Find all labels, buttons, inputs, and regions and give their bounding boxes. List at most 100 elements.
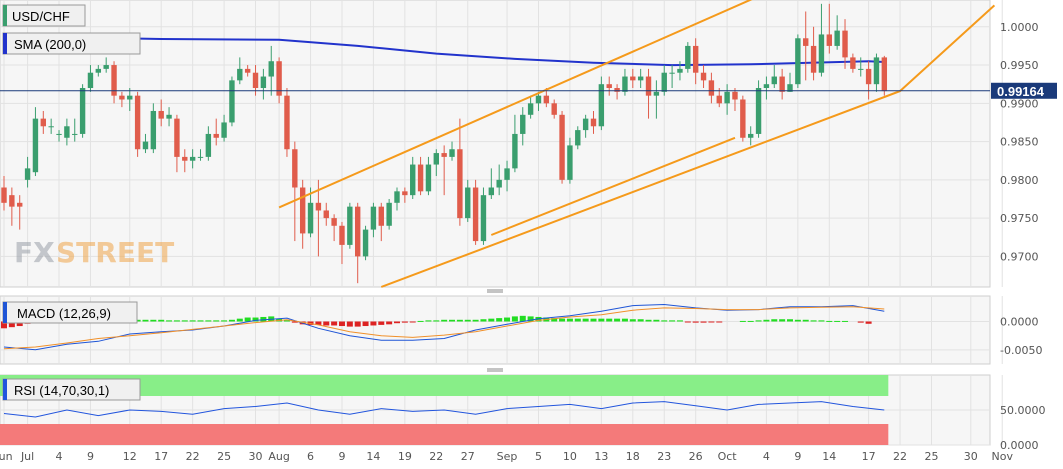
candle-body bbox=[614, 88, 620, 92]
macd-hist-bar bbox=[173, 320, 180, 322]
candle-body bbox=[229, 80, 235, 123]
rsi-overbought-zone bbox=[0, 375, 889, 396]
panel-resize-handle-1[interactable] bbox=[487, 289, 503, 293]
macd-hist-bar bbox=[480, 319, 487, 322]
macd-hist-bar bbox=[771, 319, 778, 322]
macd-hist-bar bbox=[1, 321, 7, 329]
candle-body bbox=[410, 164, 416, 196]
macd-hist-bar bbox=[504, 317, 511, 322]
channel-inner-line bbox=[490, 136, 736, 236]
macd-hist-bar bbox=[221, 320, 228, 322]
candle-body bbox=[637, 76, 644, 81]
macd-hist-bar bbox=[857, 321, 864, 323]
macd-hist-bar bbox=[519, 315, 526, 322]
sma-label: SMA (200,0) bbox=[14, 37, 86, 52]
candle-body bbox=[527, 103, 534, 115]
macd-hist-bar bbox=[150, 319, 157, 322]
panel-resize-handle-2[interactable] bbox=[487, 368, 503, 372]
macd-hist-bar bbox=[236, 318, 243, 322]
macd-hist-bar bbox=[818, 320, 825, 322]
macd-hist-bar bbox=[378, 321, 385, 325]
current-price-tag bbox=[991, 82, 1057, 99]
macd-hist-bar bbox=[755, 320, 762, 322]
candle-body bbox=[504, 168, 510, 180]
macd-hist-bar bbox=[574, 318, 581, 322]
candle-body bbox=[669, 72, 675, 74]
y-tick-label: 0.9850 bbox=[1000, 136, 1039, 149]
candle-body bbox=[158, 110, 164, 119]
macd-hist-bar bbox=[511, 316, 518, 322]
macd-hist-bar bbox=[582, 318, 589, 322]
candle-body bbox=[417, 164, 424, 192]
macd-hist-bar bbox=[16, 321, 23, 327]
macd-hist-bar bbox=[244, 317, 251, 322]
macd-hist-bar bbox=[826, 320, 833, 322]
macd-hist-bar bbox=[260, 316, 267, 322]
candle-body bbox=[433, 153, 439, 165]
candle-body bbox=[292, 149, 298, 188]
indicator-lines bbox=[3, 35, 885, 418]
macd-hist-bar bbox=[197, 320, 204, 322]
candle-body bbox=[378, 206, 384, 226]
candle-body bbox=[17, 202, 23, 207]
candle-body bbox=[692, 45, 699, 73]
candle-body bbox=[119, 95, 125, 100]
x-tick-label: 6 bbox=[307, 450, 314, 463]
macd-hist-bar bbox=[464, 319, 471, 322]
candle-body bbox=[40, 118, 46, 127]
candle-body bbox=[700, 72, 707, 81]
macd-hist-bar bbox=[488, 318, 495, 322]
rsi-oversold-zone bbox=[0, 424, 889, 445]
candle-body bbox=[48, 126, 54, 128]
candle-body bbox=[858, 68, 864, 70]
macd-hist-bar bbox=[865, 321, 872, 324]
candle-body bbox=[111, 65, 117, 96]
macd-hist-bar bbox=[252, 317, 259, 322]
candle-body bbox=[237, 68, 243, 81]
y-tick-label: 0.9700 bbox=[1000, 250, 1039, 263]
x-tick-label: 14 bbox=[822, 450, 836, 463]
candle-body bbox=[842, 30, 848, 58]
candle-body bbox=[535, 95, 542, 104]
macd-hist-bar bbox=[166, 320, 173, 322]
candle-body bbox=[740, 99, 746, 138]
candle-body bbox=[142, 141, 149, 150]
candle-body bbox=[543, 95, 550, 104]
macd-hist-bar bbox=[315, 321, 322, 325]
candle-body bbox=[748, 133, 754, 138]
macd-hist-bar bbox=[283, 320, 290, 322]
candle-body bbox=[763, 84, 770, 89]
candle-body bbox=[488, 187, 495, 196]
macd-hist-bar bbox=[535, 316, 542, 322]
candle-body bbox=[630, 76, 636, 81]
macd-hist-bar bbox=[842, 320, 849, 322]
macd-hist-bar bbox=[370, 321, 377, 326]
macd-hist-bar bbox=[566, 318, 573, 322]
macd-hist-bar bbox=[409, 321, 416, 323]
candle-body bbox=[873, 57, 880, 85]
candle-body bbox=[771, 76, 777, 85]
macd-hist-bar bbox=[598, 318, 605, 322]
macd-hist-bar bbox=[8, 321, 15, 328]
y-axis-labels: 1.0000 0.9950 0.9900 0.9850 0.9800 0.9750 0.97… bbox=[1000, 21, 1046, 452]
macd-hist-bar bbox=[181, 320, 188, 322]
x-tick-label: 5 bbox=[535, 450, 542, 463]
x-axis-labels: Jun Jul 4 9 12 17 22 25 30 Aug 6 9 14 19 22 27 Sep 5 10 13 1… bbox=[0, 450, 1013, 463]
candle-body bbox=[795, 38, 801, 85]
candle-body bbox=[716, 95, 722, 104]
candle-body bbox=[166, 114, 172, 119]
x-tick-label: 27 bbox=[461, 450, 475, 463]
macd-hist-bar bbox=[354, 321, 361, 327]
candle-body bbox=[221, 122, 227, 138]
candle-body bbox=[865, 68, 872, 85]
candle-body bbox=[449, 149, 455, 157]
candle-body bbox=[826, 34, 832, 46]
macd-hist-bar bbox=[559, 318, 566, 322]
macd-hist-bar bbox=[456, 319, 463, 322]
x-tick-label: 30 bbox=[964, 450, 978, 463]
watermark-fx: FX bbox=[14, 236, 55, 269]
y-tick-label: 0.9900 bbox=[1000, 97, 1039, 110]
candle-body bbox=[818, 34, 825, 73]
candle-body bbox=[56, 133, 62, 135]
